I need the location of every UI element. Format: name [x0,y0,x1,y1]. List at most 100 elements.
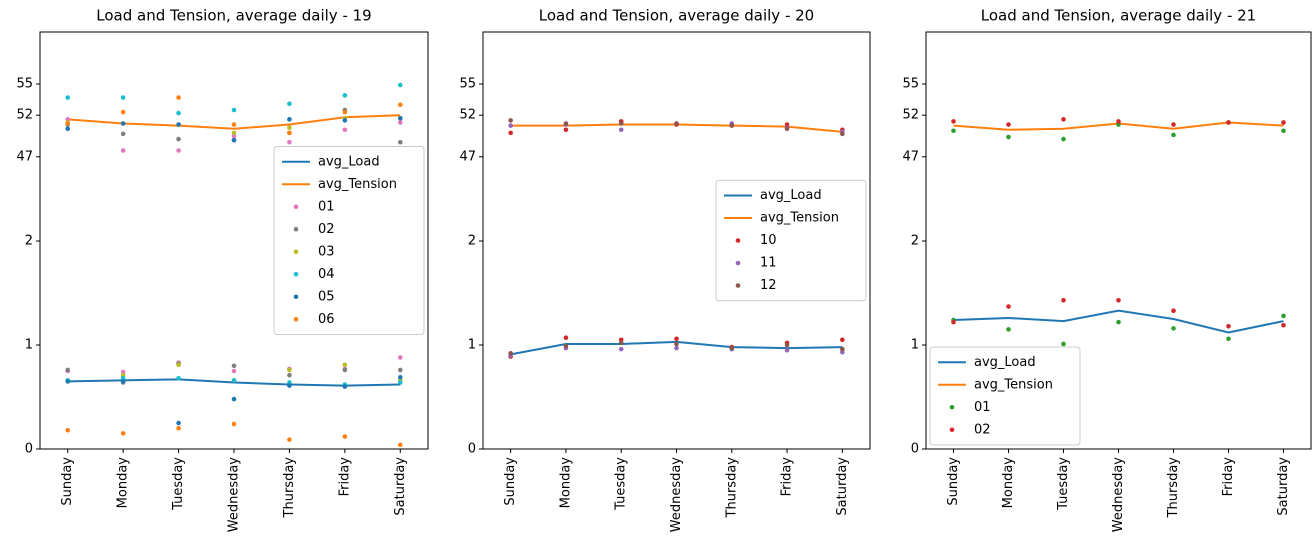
dot [1171,122,1176,127]
dot [120,431,126,436]
legend-label: avg_Tension [318,177,397,192]
legend-label: 01 [974,400,991,415]
dot [840,337,845,343]
dot [231,396,237,402]
dot [65,95,71,100]
legend-box [715,179,867,302]
x-tick-label: Monday [1001,457,1016,509]
dot [1281,313,1286,319]
dot [674,345,679,351]
y-tick-label: 55 [902,76,919,91]
dot [563,121,569,126]
legend-swatch [293,226,299,232]
dot [342,118,348,123]
legend-label: 11 [760,256,777,271]
dot [1061,136,1066,142]
dot [342,434,348,439]
dot [1061,117,1066,122]
dot [120,95,126,100]
dot [1226,323,1231,329]
dot [563,343,569,349]
dot [287,139,292,145]
y-tick-label: 55 [459,76,476,91]
dot [618,340,624,346]
dot [397,82,403,88]
x-tick-label: Monday [558,457,573,509]
x-tick-label: Wednesday [1111,457,1126,533]
y-tick-label: 1 [25,338,33,353]
axes-frame [39,31,429,450]
dot [287,372,292,378]
legend-label: 03 [318,244,335,259]
dot [1006,122,1011,127]
dot [287,117,292,122]
dot [563,335,569,341]
dot [618,127,624,133]
legend-label: avg_Load [318,154,380,169]
dot [176,420,181,426]
chart-title: Load and Tension, average daily - 21 [981,7,1256,25]
dot [342,109,348,115]
dot [840,131,845,137]
dot [1171,308,1176,313]
dot [397,367,403,373]
y-tick-label: 2 [911,234,919,249]
dot [1171,326,1176,331]
dot [176,110,181,116]
dot [397,442,403,448]
dot [397,102,403,108]
x-tick-label: Tuesday [171,457,186,511]
x-tick-label: Friday [337,457,352,497]
dot [120,121,126,126]
chart-title: Load and Tension, average daily - 20 [539,7,814,25]
dot [342,93,348,98]
dot [65,367,71,373]
y-tick-label: 2 [25,234,33,249]
legend-label: 10 [760,233,777,248]
dot [397,139,403,145]
y-tick-label: 0 [911,442,919,457]
dot [287,437,292,442]
dot [287,383,292,388]
y-tick-label: 52 [459,108,476,123]
dot [674,336,679,342]
legend: avg_Load avg_Tension 01 02 03 04 05 06 [273,146,425,335]
legend-swatch [949,404,955,410]
legend-label: avg_Tension [974,377,1053,392]
legend-label: 02 [974,422,991,437]
y-tick-label: 47 [902,149,919,164]
x-tick-label: Thursday [724,457,739,519]
dot [231,122,237,127]
y-tick-label: 55 [16,76,33,91]
legend-label: 01 [318,199,335,214]
dot [342,367,348,373]
dot [784,342,790,348]
line [953,309,1284,334]
dot [397,374,403,380]
dot [951,319,956,325]
dot [287,125,292,130]
dot [287,101,292,107]
x-tick-label: Friday [780,457,795,497]
dot [397,120,403,125]
x-tick-label: Wednesday [669,457,684,533]
dot [231,378,237,383]
dot [176,375,181,381]
legend-swatch [293,271,299,277]
dot [784,126,790,132]
dot [176,425,181,431]
x-tick-label: Monday [116,457,131,509]
x-tick-label: Saturday [393,457,408,516]
axes-frame [482,31,871,450]
dot [784,347,790,353]
chart-title: Load and Tension, average daily - 19 [96,7,371,25]
dot [120,379,126,384]
dot [176,362,181,368]
dot [1006,327,1011,332]
dot [1116,319,1121,325]
y-tick-label: 1 [468,338,476,353]
legend-label: avg_Load [974,355,1036,370]
x-tick-label: Tuesday [614,457,629,511]
dot [1281,322,1286,328]
